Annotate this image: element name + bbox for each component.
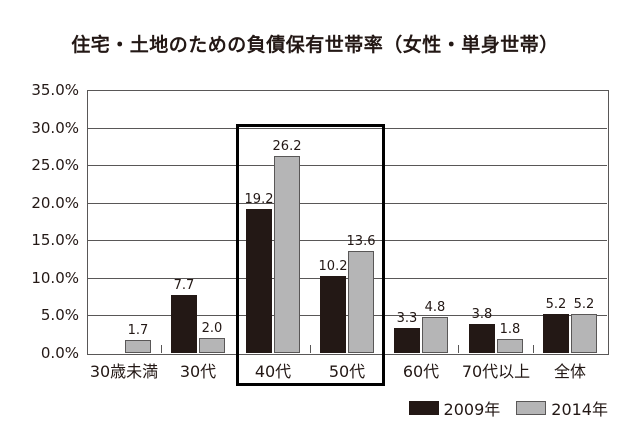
bar-2014年-50代 bbox=[348, 251, 374, 353]
legend-swatch-2014年 bbox=[516, 401, 547, 415]
value-label: 13.6 bbox=[346, 234, 376, 249]
bar-2014年-70代以上 bbox=[497, 339, 523, 353]
bar-2009年-全体 bbox=[543, 314, 569, 353]
gridline bbox=[87, 315, 607, 316]
ytick-label: 25.0% bbox=[31, 156, 79, 174]
bar-2014年-60代 bbox=[422, 317, 448, 353]
bar-2014年-30歳未満 bbox=[125, 340, 151, 353]
value-label: 3.3 bbox=[396, 311, 418, 326]
category-label: 40代 bbox=[254, 362, 292, 381]
ytick-label: 15.0% bbox=[31, 231, 79, 249]
gridline bbox=[87, 128, 607, 129]
category-label: 70代以上 bbox=[461, 362, 531, 381]
category-label: 30代 bbox=[179, 362, 217, 381]
category-tick bbox=[161, 345, 162, 353]
legend-swatch-2009年 bbox=[408, 401, 439, 415]
gridline bbox=[87, 278, 607, 279]
value-label: 1.7 bbox=[127, 323, 149, 338]
legend-label: 2009年 bbox=[443, 400, 501, 419]
category-label: 50代 bbox=[328, 362, 366, 381]
highlight-box bbox=[236, 124, 385, 386]
bar-2014年-30代 bbox=[199, 338, 225, 353]
bar-2014年-全体 bbox=[571, 314, 597, 353]
ytick-label: 35.0% bbox=[31, 81, 79, 99]
value-label: 7.7 bbox=[173, 278, 195, 293]
bar-2009年-70代以上 bbox=[469, 324, 495, 353]
category-label: 60代 bbox=[402, 362, 440, 381]
value-label: 1.8 bbox=[499, 322, 521, 337]
category-label: 全体 bbox=[553, 362, 587, 381]
value-label: 3.8 bbox=[471, 307, 493, 322]
bar-2009年-50代 bbox=[320, 276, 346, 353]
bar-2014年-40代 bbox=[274, 156, 300, 353]
value-label: 26.2 bbox=[272, 139, 302, 154]
legend-item-2009年: 2009年 bbox=[408, 396, 501, 420]
legend: 2009年 2014年 bbox=[408, 396, 608, 420]
ytick-label: 5.0% bbox=[40, 306, 79, 324]
ytick-label: 20.0% bbox=[31, 194, 79, 212]
ytick-label: 0.0% bbox=[40, 344, 79, 362]
category-tick bbox=[310, 345, 311, 353]
value-label: 5.2 bbox=[545, 297, 567, 312]
gridline bbox=[87, 165, 607, 166]
ytick-label: 10.0% bbox=[31, 269, 79, 287]
legend-label: 2014年 bbox=[551, 400, 608, 419]
ytick-label: 30.0% bbox=[31, 119, 79, 137]
bar-2009年-40代 bbox=[246, 209, 272, 353]
category-label: 30歳未満 bbox=[89, 362, 159, 381]
gridline bbox=[87, 240, 607, 241]
gridline bbox=[87, 203, 607, 204]
legend-item-2014年: 2014年 bbox=[516, 396, 608, 420]
chart-title: 住宅・土地のための負債保有世帯率（女性・単身世帯） bbox=[71, 34, 559, 56]
value-label: 10.2 bbox=[318, 259, 348, 274]
category-tick bbox=[533, 345, 534, 353]
bar-2009年-60代 bbox=[394, 328, 420, 353]
value-label: 5.2 bbox=[573, 297, 595, 312]
bar-2009年-30代 bbox=[171, 295, 197, 353]
category-tick bbox=[458, 345, 459, 353]
value-label: 2.0 bbox=[201, 321, 223, 336]
value-label: 19.2 bbox=[244, 192, 274, 207]
value-label: 4.8 bbox=[424, 300, 446, 315]
